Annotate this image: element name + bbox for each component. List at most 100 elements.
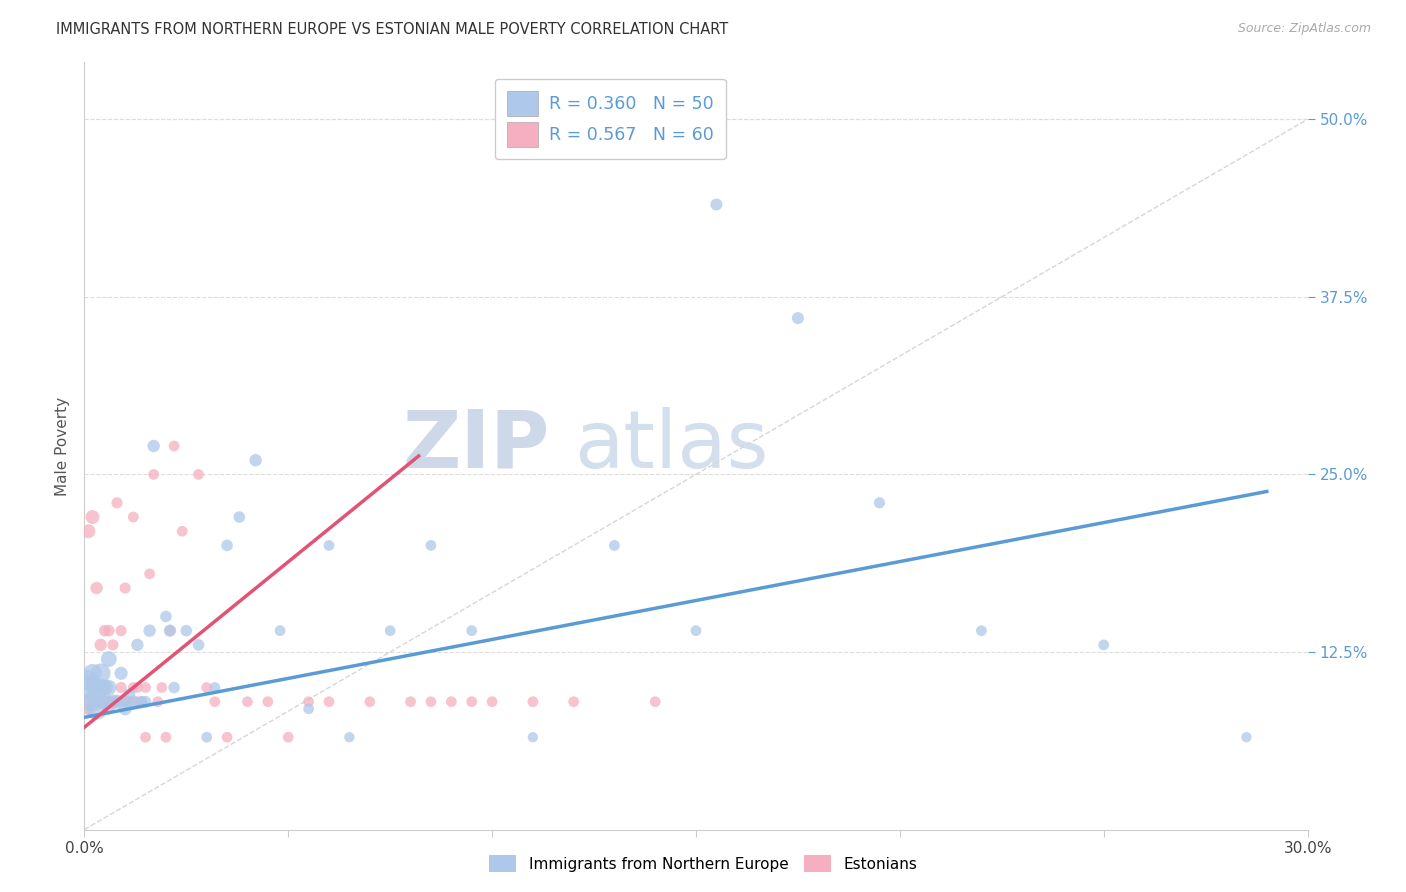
Point bbox=[163, 439, 186, 453]
Point bbox=[86, 702, 108, 716]
Point bbox=[187, 638, 209, 652]
Point bbox=[97, 695, 120, 709]
Point bbox=[318, 538, 340, 552]
Point bbox=[90, 666, 112, 681]
Point bbox=[155, 609, 177, 624]
Point bbox=[82, 673, 104, 688]
Point bbox=[90, 638, 112, 652]
Legend: R = 0.360   N = 50, R = 0.567   N = 60: R = 0.360 N = 50, R = 0.567 N = 60 bbox=[495, 78, 725, 159]
Point bbox=[105, 695, 128, 709]
Point bbox=[420, 695, 443, 709]
Point bbox=[114, 702, 136, 716]
Point bbox=[204, 681, 226, 695]
Point bbox=[93, 681, 115, 695]
Point bbox=[399, 695, 422, 709]
Point bbox=[298, 695, 321, 709]
Point bbox=[118, 688, 141, 702]
Point bbox=[127, 638, 149, 652]
Text: Source: ZipAtlas.com: Source: ZipAtlas.com bbox=[1237, 22, 1371, 36]
Point bbox=[142, 439, 165, 453]
Point bbox=[138, 624, 160, 638]
Point bbox=[277, 730, 299, 744]
Point bbox=[787, 311, 810, 326]
Point bbox=[97, 652, 120, 666]
Point bbox=[228, 510, 250, 524]
Point bbox=[1092, 638, 1115, 652]
Point bbox=[90, 681, 112, 695]
Point bbox=[93, 681, 115, 695]
Point bbox=[706, 197, 728, 211]
Point bbox=[77, 695, 100, 709]
Point bbox=[105, 695, 128, 709]
Point bbox=[93, 695, 115, 709]
Point bbox=[82, 695, 104, 709]
Point bbox=[86, 688, 108, 702]
Point bbox=[122, 681, 145, 695]
Point bbox=[114, 581, 136, 595]
Point bbox=[118, 695, 141, 709]
Point bbox=[174, 624, 197, 638]
Point bbox=[420, 538, 443, 552]
Point bbox=[105, 496, 128, 510]
Point bbox=[127, 681, 149, 695]
Point bbox=[77, 524, 100, 539]
Point bbox=[150, 681, 173, 695]
Point bbox=[82, 510, 104, 524]
Point bbox=[77, 673, 100, 688]
Point bbox=[155, 730, 177, 744]
Point bbox=[97, 702, 120, 716]
Point bbox=[122, 695, 145, 709]
Point bbox=[135, 730, 157, 744]
Point bbox=[110, 624, 132, 638]
Point bbox=[159, 624, 181, 638]
Point bbox=[359, 695, 381, 709]
Point bbox=[217, 538, 239, 552]
Point bbox=[236, 695, 259, 709]
Legend: Immigrants from Northern Europe, Estonians: Immigrants from Northern Europe, Estonia… bbox=[481, 847, 925, 880]
Point bbox=[101, 695, 124, 709]
Point bbox=[970, 624, 993, 638]
Point bbox=[172, 524, 194, 539]
Point bbox=[481, 695, 503, 709]
Point bbox=[339, 730, 361, 744]
Point bbox=[163, 681, 186, 695]
Point bbox=[142, 467, 165, 482]
Point bbox=[77, 702, 100, 716]
Point bbox=[93, 624, 115, 638]
Point bbox=[522, 695, 544, 709]
Point bbox=[146, 695, 169, 709]
Point bbox=[318, 695, 340, 709]
Point bbox=[644, 695, 666, 709]
Point bbox=[101, 695, 124, 709]
Point bbox=[86, 681, 108, 695]
Point bbox=[90, 695, 112, 709]
Point bbox=[131, 695, 153, 709]
Point bbox=[82, 666, 104, 681]
Point bbox=[110, 666, 132, 681]
Point bbox=[135, 695, 157, 709]
Text: IMMIGRANTS FROM NORTHERN EUROPE VS ESTONIAN MALE POVERTY CORRELATION CHART: IMMIGRANTS FROM NORTHERN EUROPE VS ESTON… bbox=[56, 22, 728, 37]
Point bbox=[522, 730, 544, 744]
Text: ZIP: ZIP bbox=[402, 407, 550, 485]
Point bbox=[101, 638, 124, 652]
Text: atlas: atlas bbox=[574, 407, 768, 485]
Point bbox=[562, 695, 585, 709]
Point bbox=[97, 681, 120, 695]
Point bbox=[298, 702, 321, 716]
Point bbox=[204, 695, 226, 709]
Point bbox=[77, 681, 100, 695]
Point bbox=[131, 695, 153, 709]
Point bbox=[380, 624, 402, 638]
Point bbox=[135, 681, 157, 695]
Point bbox=[869, 496, 891, 510]
Y-axis label: Male Poverty: Male Poverty bbox=[55, 396, 70, 496]
Point bbox=[461, 624, 484, 638]
Point bbox=[82, 681, 104, 695]
Point bbox=[461, 695, 484, 709]
Point bbox=[138, 566, 160, 581]
Point bbox=[90, 681, 112, 695]
Point bbox=[93, 695, 115, 709]
Point bbox=[127, 695, 149, 709]
Point bbox=[440, 695, 463, 709]
Point bbox=[195, 730, 218, 744]
